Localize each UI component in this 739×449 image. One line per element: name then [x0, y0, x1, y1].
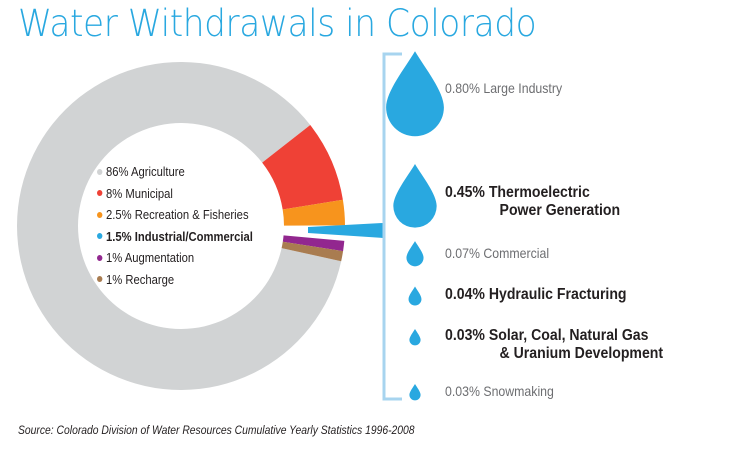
water-drop-icon — [408, 286, 422, 306]
detail-label: 0.03% Snowmaking — [445, 383, 554, 399]
legend-item: 2.5% Recreation & Fisheries — [97, 205, 253, 227]
bracket-line — [382, 52, 402, 401]
legend-label: 8% Municipal — [106, 186, 173, 201]
legend-dot-icon — [97, 254, 103, 261]
source-note: Source: Colorado Division of Water Resou… — [18, 425, 415, 437]
legend-item: 86% Agriculture — [97, 162, 253, 184]
legend-label: 1% Recharge — [106, 272, 175, 287]
water-drop-icon — [393, 163, 437, 228]
detail-label: 0.45% Thermoelectric Power Generation — [445, 184, 620, 220]
detail-label-line2: & Uranium Development — [499, 345, 664, 362]
legend-label: 2.5% Recreation & Fisheries — [106, 208, 249, 222]
legend-dot-icon — [97, 168, 103, 175]
donut-slice-recreation-fisheries — [282, 199, 345, 226]
legend-item: 8% Municipal — [97, 184, 253, 206]
legend-item: 1% Augmentation — [97, 248, 253, 270]
water-drop-icon — [406, 241, 424, 267]
detail-label: 0.04% Hydraulic Fracturing — [445, 286, 627, 304]
detail-label-line1: 0.45% Thermoelectric — [445, 184, 590, 201]
detail-label-line1: 0.80% Large Industry — [445, 80, 563, 96]
donut-legend: 86% Agriculture 8% Municipal 2.5% Recrea… — [97, 162, 270, 291]
detail-label: 0.03% Solar, Coal, Natural Gas & Uranium … — [445, 327, 663, 363]
detail-label-line1: 0.03% Snowmaking — [445, 383, 554, 399]
legend-dot-icon — [97, 276, 103, 283]
donut-slice-agriculture — [17, 61, 342, 391]
detail-label: 0.80% Large Industry — [445, 80, 562, 96]
legend-dot-icon — [97, 211, 103, 218]
detail-label: 0.07% Commercial — [445, 245, 549, 261]
donut-slice-municipal — [262, 125, 343, 210]
donut-chart — [17, 61, 345, 391]
water-drop-icon — [409, 328, 421, 346]
detail-label-line1: 0.04% Hydraulic Fracturing — [445, 286, 627, 303]
donut-slice-recharge — [281, 241, 344, 262]
legend-item: 1.5% Industrial/Commercial — [97, 227, 253, 249]
water-drop-icon — [409, 383, 421, 401]
legend-dot-icon — [97, 233, 103, 240]
legend-label: 1.5% Industrial/Commercial — [106, 229, 253, 244]
chart-title: Water Withdrawals in Colorado — [18, 2, 537, 45]
bracket — [382, 52, 402, 401]
legend-label: 86% Agriculture — [106, 165, 185, 179]
callout-connector — [308, 223, 383, 238]
legend-item: 1% Recharge — [97, 270, 253, 292]
drop-pictograph — [386, 51, 444, 401]
legend-dot-icon — [97, 190, 103, 197]
water-drop-icon — [386, 51, 444, 137]
donut-slice-augmentation — [282, 235, 345, 252]
detail-label-line2: Power Generation — [499, 202, 621, 219]
detail-label-line1: 0.07% Commercial — [445, 245, 550, 261]
detail-label-line1: 0.03% Solar, Coal, Natural Gas — [445, 327, 649, 344]
legend-label: 1% Augmentation — [106, 251, 195, 265]
